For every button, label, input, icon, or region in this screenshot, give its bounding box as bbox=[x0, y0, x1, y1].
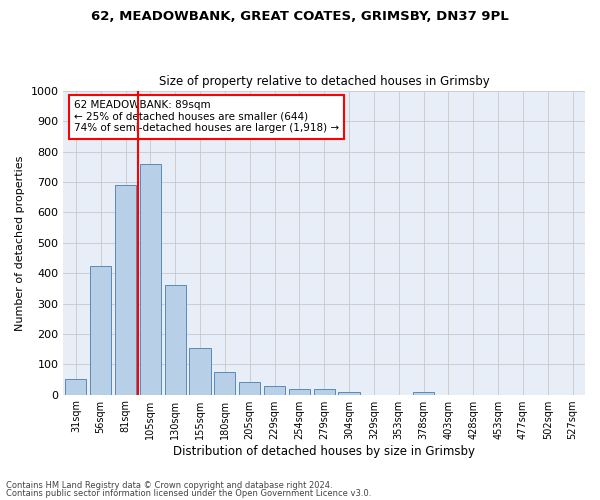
Text: Contains public sector information licensed under the Open Government Licence v3: Contains public sector information licen… bbox=[6, 488, 371, 498]
Bar bbox=[140, 164, 161, 394]
Bar bbox=[90, 266, 111, 394]
Bar bbox=[65, 379, 86, 394]
Bar bbox=[338, 392, 359, 394]
X-axis label: Distribution of detached houses by size in Grimsby: Distribution of detached houses by size … bbox=[173, 444, 475, 458]
Bar bbox=[314, 389, 335, 394]
Text: 62 MEADOWBANK: 89sqm
← 25% of detached houses are smaller (644)
74% of semi-deta: 62 MEADOWBANK: 89sqm ← 25% of detached h… bbox=[74, 100, 339, 134]
Bar bbox=[264, 386, 285, 394]
Text: Contains HM Land Registry data © Crown copyright and database right 2024.: Contains HM Land Registry data © Crown c… bbox=[6, 481, 332, 490]
Bar bbox=[115, 185, 136, 394]
Bar bbox=[164, 286, 186, 395]
Bar bbox=[239, 382, 260, 394]
Bar bbox=[190, 348, 211, 395]
Bar bbox=[413, 392, 434, 394]
Bar bbox=[289, 389, 310, 394]
Bar bbox=[214, 372, 235, 394]
Text: 62, MEADOWBANK, GREAT COATES, GRIMSBY, DN37 9PL: 62, MEADOWBANK, GREAT COATES, GRIMSBY, D… bbox=[91, 10, 509, 23]
Title: Size of property relative to detached houses in Grimsby: Size of property relative to detached ho… bbox=[159, 76, 490, 88]
Y-axis label: Number of detached properties: Number of detached properties bbox=[15, 155, 25, 330]
